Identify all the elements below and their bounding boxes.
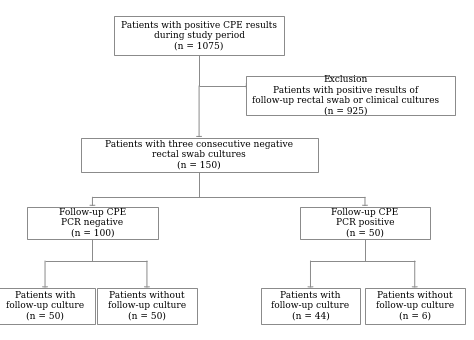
Text: Patients without
follow-up culture
(n = 6): Patients without follow-up culture (n = … — [376, 291, 454, 321]
Text: Follow-up CPE
PCR negative
(n = 100): Follow-up CPE PCR negative (n = 100) — [59, 208, 126, 238]
Text: Follow-up CPE
PCR positive
(n = 50): Follow-up CPE PCR positive (n = 50) — [331, 208, 399, 238]
Text: Patients with
follow-up culture
(n = 44): Patients with follow-up culture (n = 44) — [272, 291, 349, 321]
FancyBboxPatch shape — [0, 288, 95, 324]
FancyBboxPatch shape — [27, 207, 157, 239]
FancyBboxPatch shape — [300, 207, 430, 239]
Text: Patients with three consecutive negative
rectal swab cultures
(n = 150): Patients with three consecutive negative… — [105, 140, 293, 170]
Text: Patients with
follow-up culture
(n = 50): Patients with follow-up culture (n = 50) — [6, 291, 84, 321]
FancyBboxPatch shape — [97, 288, 197, 324]
FancyBboxPatch shape — [261, 288, 360, 324]
FancyBboxPatch shape — [246, 76, 455, 115]
Text: Patients with positive CPE results
during study period
(n = 1075): Patients with positive CPE results durin… — [121, 21, 277, 51]
FancyBboxPatch shape — [365, 288, 465, 324]
FancyBboxPatch shape — [114, 16, 284, 55]
FancyBboxPatch shape — [81, 138, 318, 172]
Text: Patients without
follow-up culture
(n = 50): Patients without follow-up culture (n = … — [108, 291, 186, 321]
Text: Exclusion
Patients with positive results of
follow-up rectal swab or clinical cu: Exclusion Patients with positive results… — [252, 75, 439, 115]
